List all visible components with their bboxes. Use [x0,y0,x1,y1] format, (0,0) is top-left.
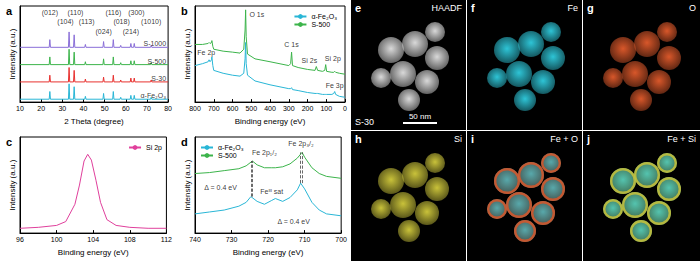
svg-text:112: 112 [161,236,172,243]
svg-text:Binding energy (eV): Binding energy (eV) [235,117,306,126]
svg-text:50: 50 [101,105,109,112]
svg-text:700: 700 [208,105,220,112]
svg-text:(012): (012) [42,9,58,17]
svg-text:100: 100 [51,236,63,243]
svg-text:e: e [355,2,361,14]
svg-text:Feᴵᴵᴵ sat: Feᴵᴵᴵ sat [260,188,283,195]
svg-text:Fe 2p: Fe 2p [197,49,215,57]
svg-text:740: 740 [189,236,201,243]
svg-text:300: 300 [283,105,295,112]
svg-text:50 nm: 50 nm [409,112,432,121]
svg-text:40: 40 [80,105,88,112]
svg-text:S-1000: S-1000 [144,40,167,47]
svg-text:200: 200 [302,105,314,112]
svg-text:Intensity (a.u.): Intensity (a.u.) [8,28,17,79]
svg-text:Binding energy (eV): Binding energy (eV) [233,248,304,257]
svg-text:(300): (300) [128,9,144,17]
svg-text:400: 400 [264,105,276,112]
svg-text:720: 720 [262,236,274,243]
svg-text:100: 100 [320,105,332,112]
svg-text:70: 70 [143,105,151,112]
svg-text:Δ = 0.4 eV: Δ = 0.4 eV [204,184,237,191]
svg-text:(110): (110) [68,9,84,17]
svg-text:a: a [6,5,13,17]
svg-text:Si 2p: Si 2p [146,144,162,152]
svg-text:S-500: S-500 [311,21,330,28]
svg-text:0: 0 [343,105,347,112]
svg-text:Binding energy (eV): Binding energy (eV) [58,248,129,257]
svg-text:α-Fe₂O₃: α-Fe₂O₃ [218,144,244,151]
svg-text:730: 730 [226,236,238,243]
svg-text:b: b [181,5,188,17]
svg-text:(214): (214) [123,28,139,36]
svg-text:S-500: S-500 [218,152,237,159]
svg-text:104: 104 [87,236,99,243]
svg-text:(104): (104) [57,18,73,26]
svg-text:g: g [587,2,594,14]
svg-text:Fe 2p₃/₂: Fe 2p₃/₂ [288,140,314,148]
svg-text:C 1s: C 1s [284,41,299,48]
svg-text:Fe + Si: Fe + Si [667,134,696,144]
svg-text:Si 2p: Si 2p [325,55,341,63]
svg-text:800: 800 [189,105,201,112]
svg-text:60: 60 [122,105,130,112]
svg-text:30: 30 [58,105,66,112]
svg-text:Intensity (a.u.): Intensity (a.u.) [183,159,192,210]
svg-text:10: 10 [16,105,24,112]
svg-text:O: O [689,3,696,13]
svg-text:Fe: Fe [567,3,578,13]
svg-text:i: i [471,133,474,145]
svg-text:600: 600 [227,105,239,112]
svg-text:2 Theta (degree): 2 Theta (degree) [64,117,124,126]
svg-text:80: 80 [164,105,172,112]
svg-text:S-30: S-30 [151,75,166,82]
svg-text:HAADF: HAADF [431,3,462,13]
svg-text:Fe 3p: Fe 3p [326,82,344,90]
svg-text:Si 2s: Si 2s [302,57,318,64]
svg-text:Δ = 0.4 eV: Δ = 0.4 eV [277,218,310,225]
svg-text:(024): (024) [95,28,111,36]
svg-text:O 1s: O 1s [249,11,264,18]
svg-text:α-Fe₂O₃: α-Fe₂O₃ [141,92,167,99]
svg-text:20: 20 [37,105,45,112]
svg-text:Intensity (a.u.): Intensity (a.u.) [8,159,17,210]
svg-text:700: 700 [335,236,347,243]
svg-text:500: 500 [245,105,257,112]
svg-text:c: c [6,136,12,148]
svg-text:Si: Si [454,134,462,144]
svg-text:Fe 2p₁/₂: Fe 2p₁/₂ [252,149,277,157]
svg-text:h: h [355,133,362,145]
svg-text:d: d [181,136,188,148]
svg-text:710: 710 [299,236,311,243]
svg-text:108: 108 [124,236,136,243]
svg-text:(116): (116) [105,9,121,17]
svg-text:S-500: S-500 [147,58,166,65]
svg-text:S-30: S-30 [355,117,374,127]
svg-text:j: j [586,133,590,145]
svg-text:96: 96 [16,236,24,243]
svg-text:(018): (018) [113,18,129,26]
svg-text:(1010): (1010) [141,18,161,26]
svg-text:(113): (113) [79,18,95,26]
svg-text:Intensity (a.u.): Intensity (a.u.) [183,28,192,79]
svg-text:f: f [471,2,475,14]
svg-text:α-Fe₂O₃: α-Fe₂O₃ [311,13,337,20]
svg-text:Fe + O: Fe + O [550,134,578,144]
